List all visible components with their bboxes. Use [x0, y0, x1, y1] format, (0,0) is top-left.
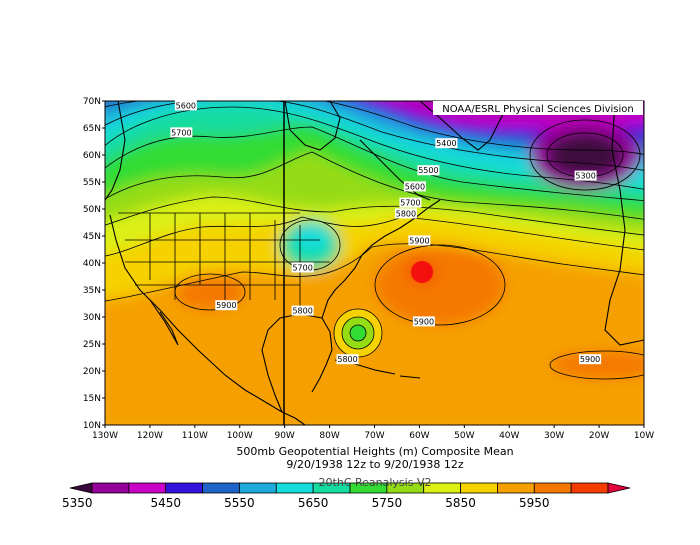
lat-label-45n: 45N — [83, 232, 101, 242]
colorbar-segment — [533, 482, 572, 494]
colorbar-segment — [275, 482, 314, 494]
svg-text:5500: 5500 — [418, 166, 438, 175]
lon-label-10w: 10W — [634, 431, 654, 441]
svg-text:5600: 5600 — [176, 101, 196, 110]
colorbar-segment — [239, 482, 277, 494]
lat-label-10n: 10N — [83, 421, 101, 431]
svg-text:5800: 5800 — [337, 355, 357, 364]
contour-label: 5800 — [394, 208, 417, 219]
lat-label-70n: 70N — [83, 97, 101, 107]
lon-label-30w: 30W — [544, 431, 564, 441]
svg-text:5800: 5800 — [396, 209, 416, 218]
svg-text:5600: 5600 — [405, 182, 425, 191]
colorbar-label: 5350 — [62, 496, 93, 510]
svg-text:5700: 5700 — [292, 263, 312, 272]
svg-text:5300: 5300 — [575, 172, 595, 181]
contour-label: 5900 — [412, 316, 435, 327]
latitude-labels: 70N 65N 60N 55N 50N 45N 40N 35N 30N 25N 20N 15N 10N — [83, 97, 105, 431]
lat-label-60n: 60N — [83, 151, 101, 161]
contour-label: 5900 — [215, 300, 238, 311]
contour-label: 5800 — [336, 354, 359, 365]
lat-label-40n: 40N — [83, 259, 101, 269]
credit-box: NOAA/ESRL Physical Sciences Division — [433, 101, 643, 115]
credit-text: NOAA/ESRL Physical Sciences Division — [442, 104, 634, 115]
colorbar-segment — [202, 482, 240, 494]
contour-label: 5400 — [435, 138, 458, 149]
contour-label: 5700 — [170, 127, 193, 138]
longitude-labels: 130W 120W 110W 100W 90W 80W 70W 60W 50W 40W 30W 20W… — [92, 425, 654, 441]
contour-label: 5700 — [399, 197, 422, 208]
colorbar-right-arrow — [607, 482, 631, 494]
colorbar-label: 5750 — [372, 496, 403, 510]
lon-label-120w: 120W — [137, 431, 163, 441]
lat-label-55n: 55N — [83, 178, 101, 188]
lon-label-100w: 100W — [227, 431, 253, 441]
lon-label-70w: 70W — [364, 431, 384, 441]
caption-line2: 9/20/1938 12z to 9/20/1938 12z — [286, 458, 464, 471]
lat-label-20n: 20N — [83, 367, 101, 377]
colorbar-segment — [570, 482, 609, 494]
caption-line1: 500mb Geopotential Heights (m) Composite… — [236, 445, 513, 458]
lon-label-80w: 80W — [319, 431, 339, 441]
colorbar-segment — [460, 482, 498, 494]
svg-text:5900: 5900 — [580, 355, 600, 364]
colorbar-label: 5650 — [298, 496, 329, 510]
contour-label: 5900 — [408, 235, 431, 246]
contour-label: 5500 — [417, 165, 440, 176]
lat-label-30n: 30N — [83, 313, 101, 323]
height-field — [105, 101, 644, 425]
svg-text:5900: 5900 — [216, 301, 236, 310]
svg-text:5900: 5900 — [409, 236, 429, 245]
svg-text:5900: 5900 — [414, 317, 434, 326]
contour-label: 5900 — [579, 354, 602, 365]
lon-label-20w: 20W — [589, 431, 609, 441]
lat-label-50n: 50N — [83, 205, 101, 215]
colorbar-label: 5450 — [150, 496, 181, 510]
svg-text:5800: 5800 — [292, 307, 312, 316]
political-borders — [118, 212, 330, 310]
colorbar-segment — [128, 482, 167, 494]
lat-label-65n: 65N — [83, 124, 101, 134]
colorbar — [69, 482, 631, 494]
lat-label-15n: 15N — [83, 394, 101, 404]
lon-label-40w: 40W — [499, 431, 519, 441]
caption-line3: 20thC Reanalysis V2 — [319, 476, 432, 489]
colorbar-left-arrow — [69, 482, 93, 494]
contour-label: 5600 — [174, 100, 197, 111]
lon-label-60w: 60W — [409, 431, 429, 441]
svg-text:5400: 5400 — [436, 139, 456, 148]
contour-label: 5700 — [291, 262, 314, 273]
colorbar-labels: 5350 5450 5550 5650 5750 5850 5950 — [62, 496, 550, 510]
lon-label-90w: 90W — [274, 431, 294, 441]
colorbar-label: 5550 — [224, 496, 255, 510]
lon-label-50w: 50W — [454, 431, 474, 441]
colorbar-segment — [497, 482, 535, 494]
contour-lines — [105, 101, 644, 380]
contour-label: 5800 — [291, 305, 314, 316]
colorbar-label: 5850 — [445, 496, 476, 510]
lon-label-130w: 130W — [92, 431, 118, 441]
colorbar-segment — [165, 482, 203, 494]
svg-text:5700: 5700 — [171, 128, 191, 137]
lat-label-25n: 25N — [83, 340, 101, 350]
lon-label-110w: 110W — [182, 431, 208, 441]
svg-text:5700: 5700 — [400, 199, 420, 208]
lat-label-35n: 35N — [83, 286, 101, 296]
contour-label: 5300 — [574, 170, 597, 181]
contour-labels: 5600570054005500530056005700580059005700… — [170, 100, 602, 365]
colorbar-segment — [91, 482, 130, 494]
contour-label: 5600 — [403, 181, 426, 192]
colorbar-label: 5950 — [519, 496, 550, 510]
